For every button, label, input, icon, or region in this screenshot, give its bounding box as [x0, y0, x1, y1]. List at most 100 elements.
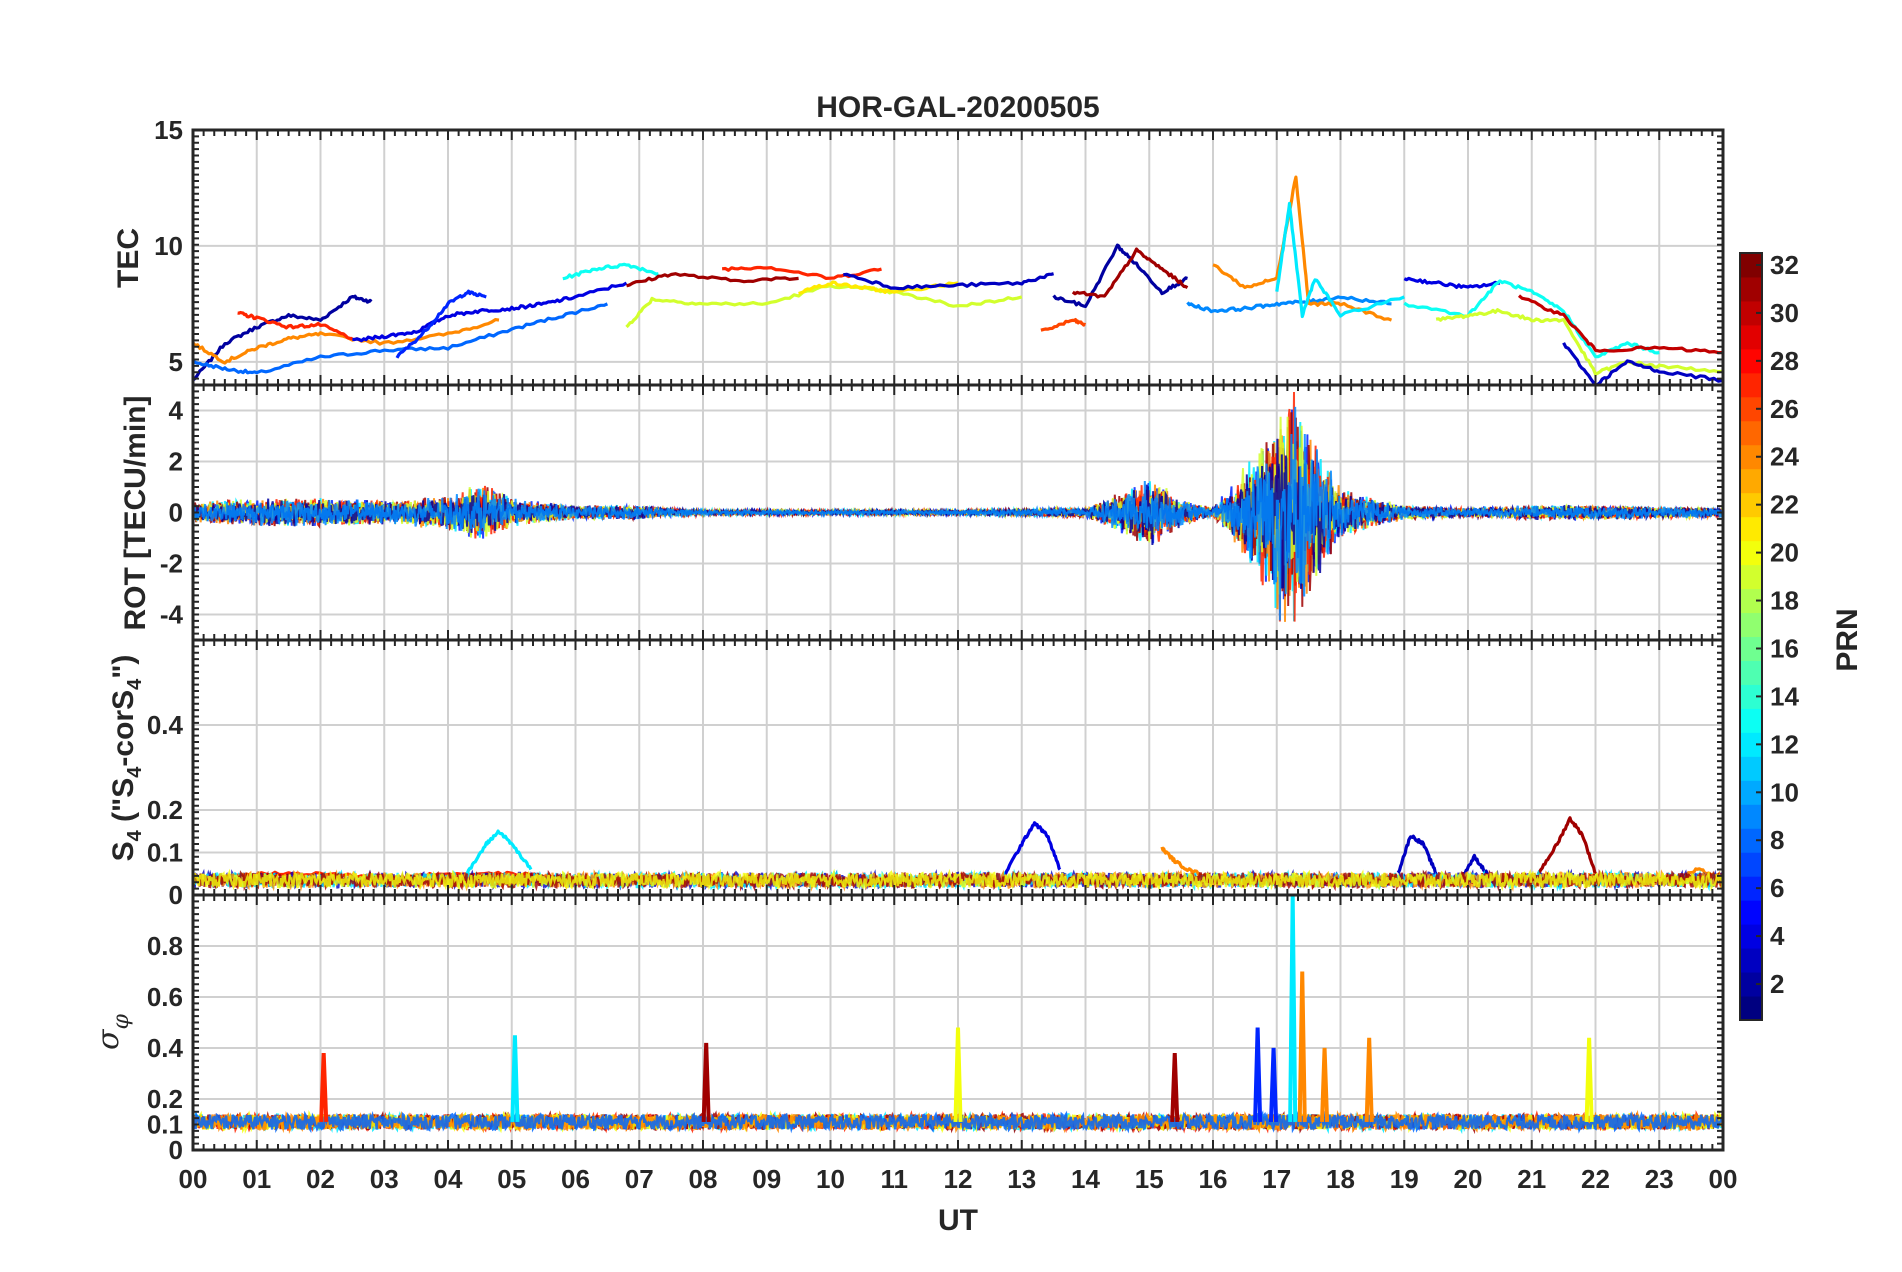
tec-ylabel: TEC [112, 228, 145, 288]
x-tick-label: 14 [1071, 1164, 1100, 1194]
colorbar-segment [1740, 780, 1762, 805]
x-tick-label: 03 [370, 1164, 399, 1194]
colorbar-tick-label: 20 [1770, 538, 1799, 568]
series-line [352, 281, 628, 343]
y-tick-label: 4 [169, 396, 184, 426]
colorbar-segment [1740, 588, 1762, 614]
colorbar-tick-label: 14 [1770, 681, 1799, 711]
series-line [1040, 318, 1087, 332]
y-tick-label: -2 [160, 549, 183, 579]
colorbar-segment [1740, 516, 1762, 542]
colorbar-segment [1740, 756, 1762, 781]
y-tick-label: 0.6 [147, 982, 183, 1012]
series-line [192, 302, 609, 375]
colorbar-segment [1740, 804, 1762, 829]
series-line [562, 262, 659, 281]
y-tick-label: 0 [169, 880, 183, 910]
s4-trace [191, 868, 1725, 892]
x-tick-label: 16 [1199, 1164, 1228, 1194]
y-tick-label: 0.2 [147, 795, 183, 825]
colorbar-segment [1740, 468, 1762, 494]
colorbar-segment [1740, 876, 1762, 901]
y-tick-label: -4 [160, 600, 184, 630]
colorbar-tick-label: 32 [1770, 250, 1799, 280]
sigma-spike [1170, 1053, 1180, 1123]
x-tick-label: 06 [561, 1164, 590, 1194]
series-line [1562, 342, 1724, 388]
series-line [1052, 243, 1188, 309]
colorbar-segment [1740, 540, 1762, 566]
series-line [1460, 853, 1489, 880]
colorbar-segment [1740, 732, 1762, 757]
sigma-phi-panel: 00.10.2 0.4 0.6 0.8 00 01 02 03 04 05 06 07 08 09 10 11… [147, 893, 1738, 1194]
chart-title: HOR-GAL-20200505 [816, 91, 1099, 124]
series-line [1396, 834, 1438, 875]
s4-panel: 0 0.1 0.2 0.4 [147, 638, 1725, 910]
rot-ylabel: ROT [TECU/min] [119, 396, 152, 631]
x-tick-label: 17 [1262, 1164, 1291, 1194]
sigma-spike [701, 1042, 711, 1123]
series-line [1517, 294, 1724, 355]
sigma-spike [510, 1035, 520, 1123]
series-line [395, 289, 487, 359]
x-tick-label: 23 [1645, 1164, 1674, 1194]
colorbar-segment [1740, 708, 1762, 733]
series-line [465, 829, 533, 875]
sigma-spike [1584, 1037, 1594, 1123]
series-line [1212, 175, 1393, 322]
colorbar-segment [1740, 564, 1762, 590]
colorbar-segment [1740, 996, 1762, 1021]
colorbar-segment [1740, 972, 1762, 997]
y-tick-label: 0 [169, 498, 183, 528]
s4-ylabel: S4 ("S4-corS4") [107, 655, 146, 862]
series-line [1001, 821, 1062, 879]
x-tick-label: 05 [497, 1164, 526, 1194]
colorbar-tick-label: 18 [1770, 586, 1799, 616]
colorbar-segment [1740, 348, 1762, 374]
x-tick-label: 22 [1581, 1164, 1610, 1194]
colorbar-segment [1740, 444, 1762, 470]
x-tick-label: 11 [881, 1164, 909, 1194]
x-tick-label: 12 [944, 1164, 973, 1194]
colorbar-segment [1740, 924, 1762, 949]
colorbar-tick-label: 30 [1770, 298, 1799, 328]
x-tick-label: 20 [1454, 1164, 1483, 1194]
x-axis-label: UT [938, 1204, 978, 1237]
colorbar-segment [1740, 324, 1762, 350]
colorbar-segment [1740, 684, 1762, 709]
x-tick-label: 07 [625, 1164, 654, 1194]
rot-panel: -4 -2 0 2 4 [160, 383, 1725, 642]
colorbar-segment [1740, 828, 1762, 853]
colorbar-tick-label: 6 [1770, 873, 1784, 903]
series-line [1435, 308, 1724, 376]
series-line [798, 280, 959, 296]
y-tick-label: 0.1 [147, 838, 183, 868]
y-tick-label: 0.4 [147, 710, 184, 740]
colorbar-label: PRN [1831, 608, 1864, 671]
rot-trace [192, 438, 1724, 589]
colorbar-tick-label: 24 [1770, 442, 1799, 472]
series-line [1403, 276, 1501, 289]
x-tick-label: 13 [1007, 1164, 1036, 1194]
colorbar-segment [1740, 420, 1762, 446]
x-tick-label: 15 [1135, 1164, 1164, 1194]
sigma-phi-ylabel: σφ [91, 1013, 134, 1049]
series-line [237, 310, 353, 341]
colorbar-tick-label: 16 [1770, 633, 1799, 663]
colorbar-segment [1740, 372, 1762, 398]
x-tick-label: 00 [1709, 1164, 1738, 1194]
y-tick-label: 5 [169, 347, 183, 377]
colorbar-segment [1740, 852, 1762, 877]
colorbar-segment [1740, 900, 1762, 925]
series-line [191, 318, 500, 365]
colorbar-tick-label: 22 [1770, 490, 1799, 520]
x-tick-label: 18 [1326, 1164, 1355, 1194]
colorbar-tick-label: 26 [1770, 394, 1799, 424]
colorbar-tick-label: 2 [1770, 969, 1784, 999]
y-tick-label: 2 [169, 447, 183, 477]
series-line [192, 294, 373, 382]
sigma-trace [191, 1110, 1725, 1134]
series-line [1275, 201, 1405, 319]
series-line [1403, 279, 1660, 359]
x-tick-label: 04 [434, 1164, 463, 1194]
